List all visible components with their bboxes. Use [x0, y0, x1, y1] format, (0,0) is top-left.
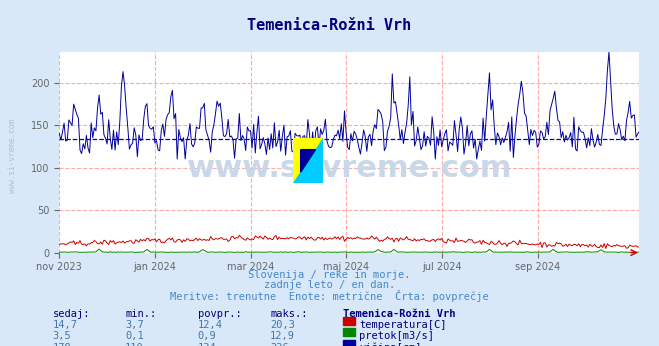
Text: zadnje leto / en dan.: zadnje leto / en dan.	[264, 281, 395, 290]
Text: 14,7: 14,7	[53, 320, 78, 330]
Polygon shape	[293, 138, 323, 183]
Text: povpr.:: povpr.:	[198, 309, 241, 319]
Text: pretok[m3/s]: pretok[m3/s]	[359, 331, 434, 342]
Text: www.si-vreme.com: www.si-vreme.com	[186, 154, 512, 183]
Text: 12,9: 12,9	[270, 331, 295, 342]
Text: višina[cm]: višina[cm]	[359, 343, 422, 346]
Text: min.:: min.:	[125, 309, 156, 319]
Text: 12,4: 12,4	[198, 320, 223, 330]
Polygon shape	[301, 150, 316, 172]
Text: 178: 178	[53, 343, 71, 346]
Text: Slovenija / reke in morje.: Slovenija / reke in morje.	[248, 270, 411, 280]
Text: temperatura[C]: temperatura[C]	[359, 320, 447, 330]
Text: Temenica-Rožni Vrh: Temenica-Rožni Vrh	[247, 18, 412, 34]
Polygon shape	[293, 138, 323, 183]
Bar	[343, 328, 355, 336]
Text: sedaj:: sedaj:	[53, 309, 90, 319]
Text: 134: 134	[198, 343, 216, 346]
Text: 0,1: 0,1	[125, 331, 144, 342]
Text: 236: 236	[270, 343, 289, 346]
Bar	[343, 340, 355, 346]
Bar	[343, 317, 355, 325]
Text: 20,3: 20,3	[270, 320, 295, 330]
Text: 3,5: 3,5	[53, 331, 71, 342]
Text: maks.:: maks.:	[270, 309, 308, 319]
Text: 0,9: 0,9	[198, 331, 216, 342]
Text: Temenica-Rožni Vrh: Temenica-Rožni Vrh	[343, 309, 455, 319]
Text: www.si-vreme.com: www.si-vreme.com	[8, 119, 17, 193]
Text: 110: 110	[125, 343, 144, 346]
Text: Meritve: trenutne  Enote: metrične  Črta: povprečje: Meritve: trenutne Enote: metrične Črta: …	[170, 290, 489, 302]
Text: 3,7: 3,7	[125, 320, 144, 330]
